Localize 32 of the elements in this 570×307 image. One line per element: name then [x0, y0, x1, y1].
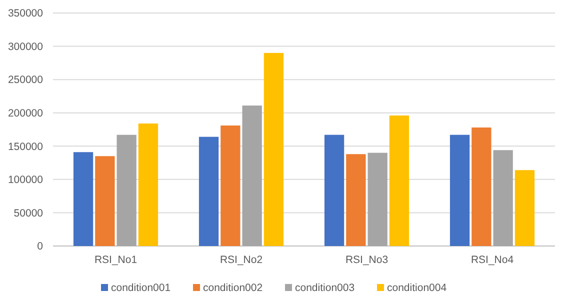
- y-tick-label: 150000: [8, 140, 44, 153]
- bar: [472, 128, 492, 246]
- bar: [389, 116, 410, 246]
- bar: [324, 134, 344, 246]
- x-tick-label: RSI_No2: [220, 254, 263, 266]
- legend-label: condition001: [111, 282, 171, 294]
- bar: [73, 152, 94, 246]
- y-tick-label: 250000: [8, 74, 44, 86]
- x-tick-label: RSI_No1: [94, 254, 138, 266]
- bar: [450, 134, 470, 246]
- bar: [368, 152, 388, 246]
- bar: [198, 136, 219, 246]
- bar: [242, 106, 262, 246]
- y-tick-label: 50000: [14, 207, 44, 220]
- y-tick-label: 100000: [8, 174, 44, 186]
- bar: [346, 154, 366, 246]
- y-tick-label: 200000: [8, 108, 44, 120]
- bar: [493, 150, 513, 246]
- y-tick-label: 300000: [8, 40, 44, 53]
- bar: [514, 170, 535, 246]
- legend-label: condition003: [295, 282, 355, 294]
- bar: [138, 124, 158, 246]
- bar: [220, 126, 240, 246]
- x-tick-label: RSI_No3: [345, 254, 388, 266]
- bar: [95, 156, 115, 246]
- legend-label: condition002: [203, 282, 263, 294]
- legend-label: condition004: [387, 282, 447, 294]
- bar: [264, 52, 284, 246]
- x-tick-label: RSI_No4: [470, 254, 514, 266]
- bar: [116, 134, 136, 246]
- y-tick-label: 350000: [8, 8, 44, 20]
- y-tick-label: 0: [37, 240, 44, 253]
